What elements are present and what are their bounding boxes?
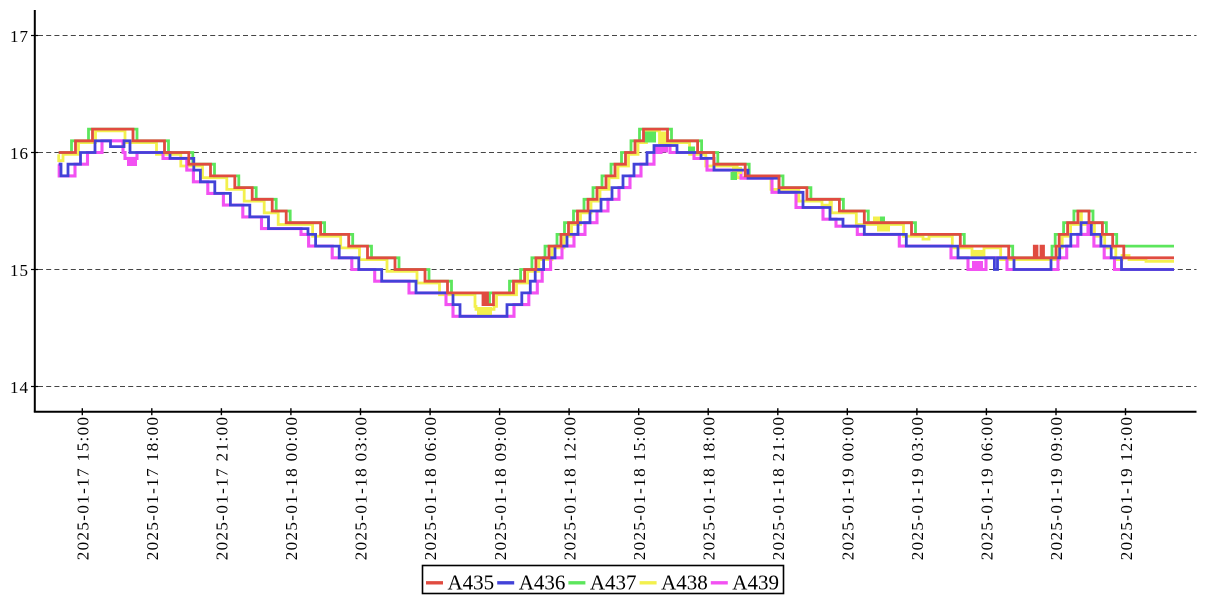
svg-text:2025-01-17 15:00: 2025-01-17 15:00 (74, 416, 93, 561)
svg-text:A439: A439 (732, 571, 779, 595)
svg-text:14: 14 (10, 378, 29, 397)
svg-text:2025-01-19 03:00: 2025-01-19 03:00 (908, 416, 927, 561)
svg-text:A438: A438 (661, 571, 708, 595)
svg-text:2025-01-19 12:00: 2025-01-19 12:00 (1117, 416, 1136, 561)
svg-text:15: 15 (10, 261, 29, 280)
svg-text:2025-01-19 00:00: 2025-01-19 00:00 (839, 416, 858, 561)
svg-text:2025-01-18 12:00: 2025-01-18 12:00 (560, 416, 579, 561)
svg-text:A437: A437 (590, 571, 637, 595)
svg-text:17: 17 (10, 27, 29, 46)
svg-text:16: 16 (10, 144, 29, 163)
svg-text:2025-01-18 09:00: 2025-01-18 09:00 (491, 416, 510, 561)
svg-text:2025-01-18 06:00: 2025-01-18 06:00 (421, 416, 440, 561)
svg-text:2025-01-17 21:00: 2025-01-17 21:00 (213, 416, 232, 561)
svg-text:2025-01-18 21:00: 2025-01-18 21:00 (769, 416, 788, 561)
svg-text:A436: A436 (519, 571, 566, 595)
svg-text:2025-01-18 15:00: 2025-01-18 15:00 (630, 416, 649, 561)
svg-text:2025-01-18 03:00: 2025-01-18 03:00 (352, 416, 371, 561)
svg-text:2025-01-19 09:00: 2025-01-19 09:00 (1047, 416, 1066, 561)
svg-text:2025-01-19 06:00: 2025-01-19 06:00 (978, 416, 997, 561)
svg-text:2025-01-17 18:00: 2025-01-17 18:00 (143, 416, 162, 561)
svg-text:2025-01-18 18:00: 2025-01-18 18:00 (699, 416, 718, 561)
svg-text:A435: A435 (448, 571, 495, 595)
svg-text:2025-01-18 00:00: 2025-01-18 00:00 (282, 416, 301, 561)
